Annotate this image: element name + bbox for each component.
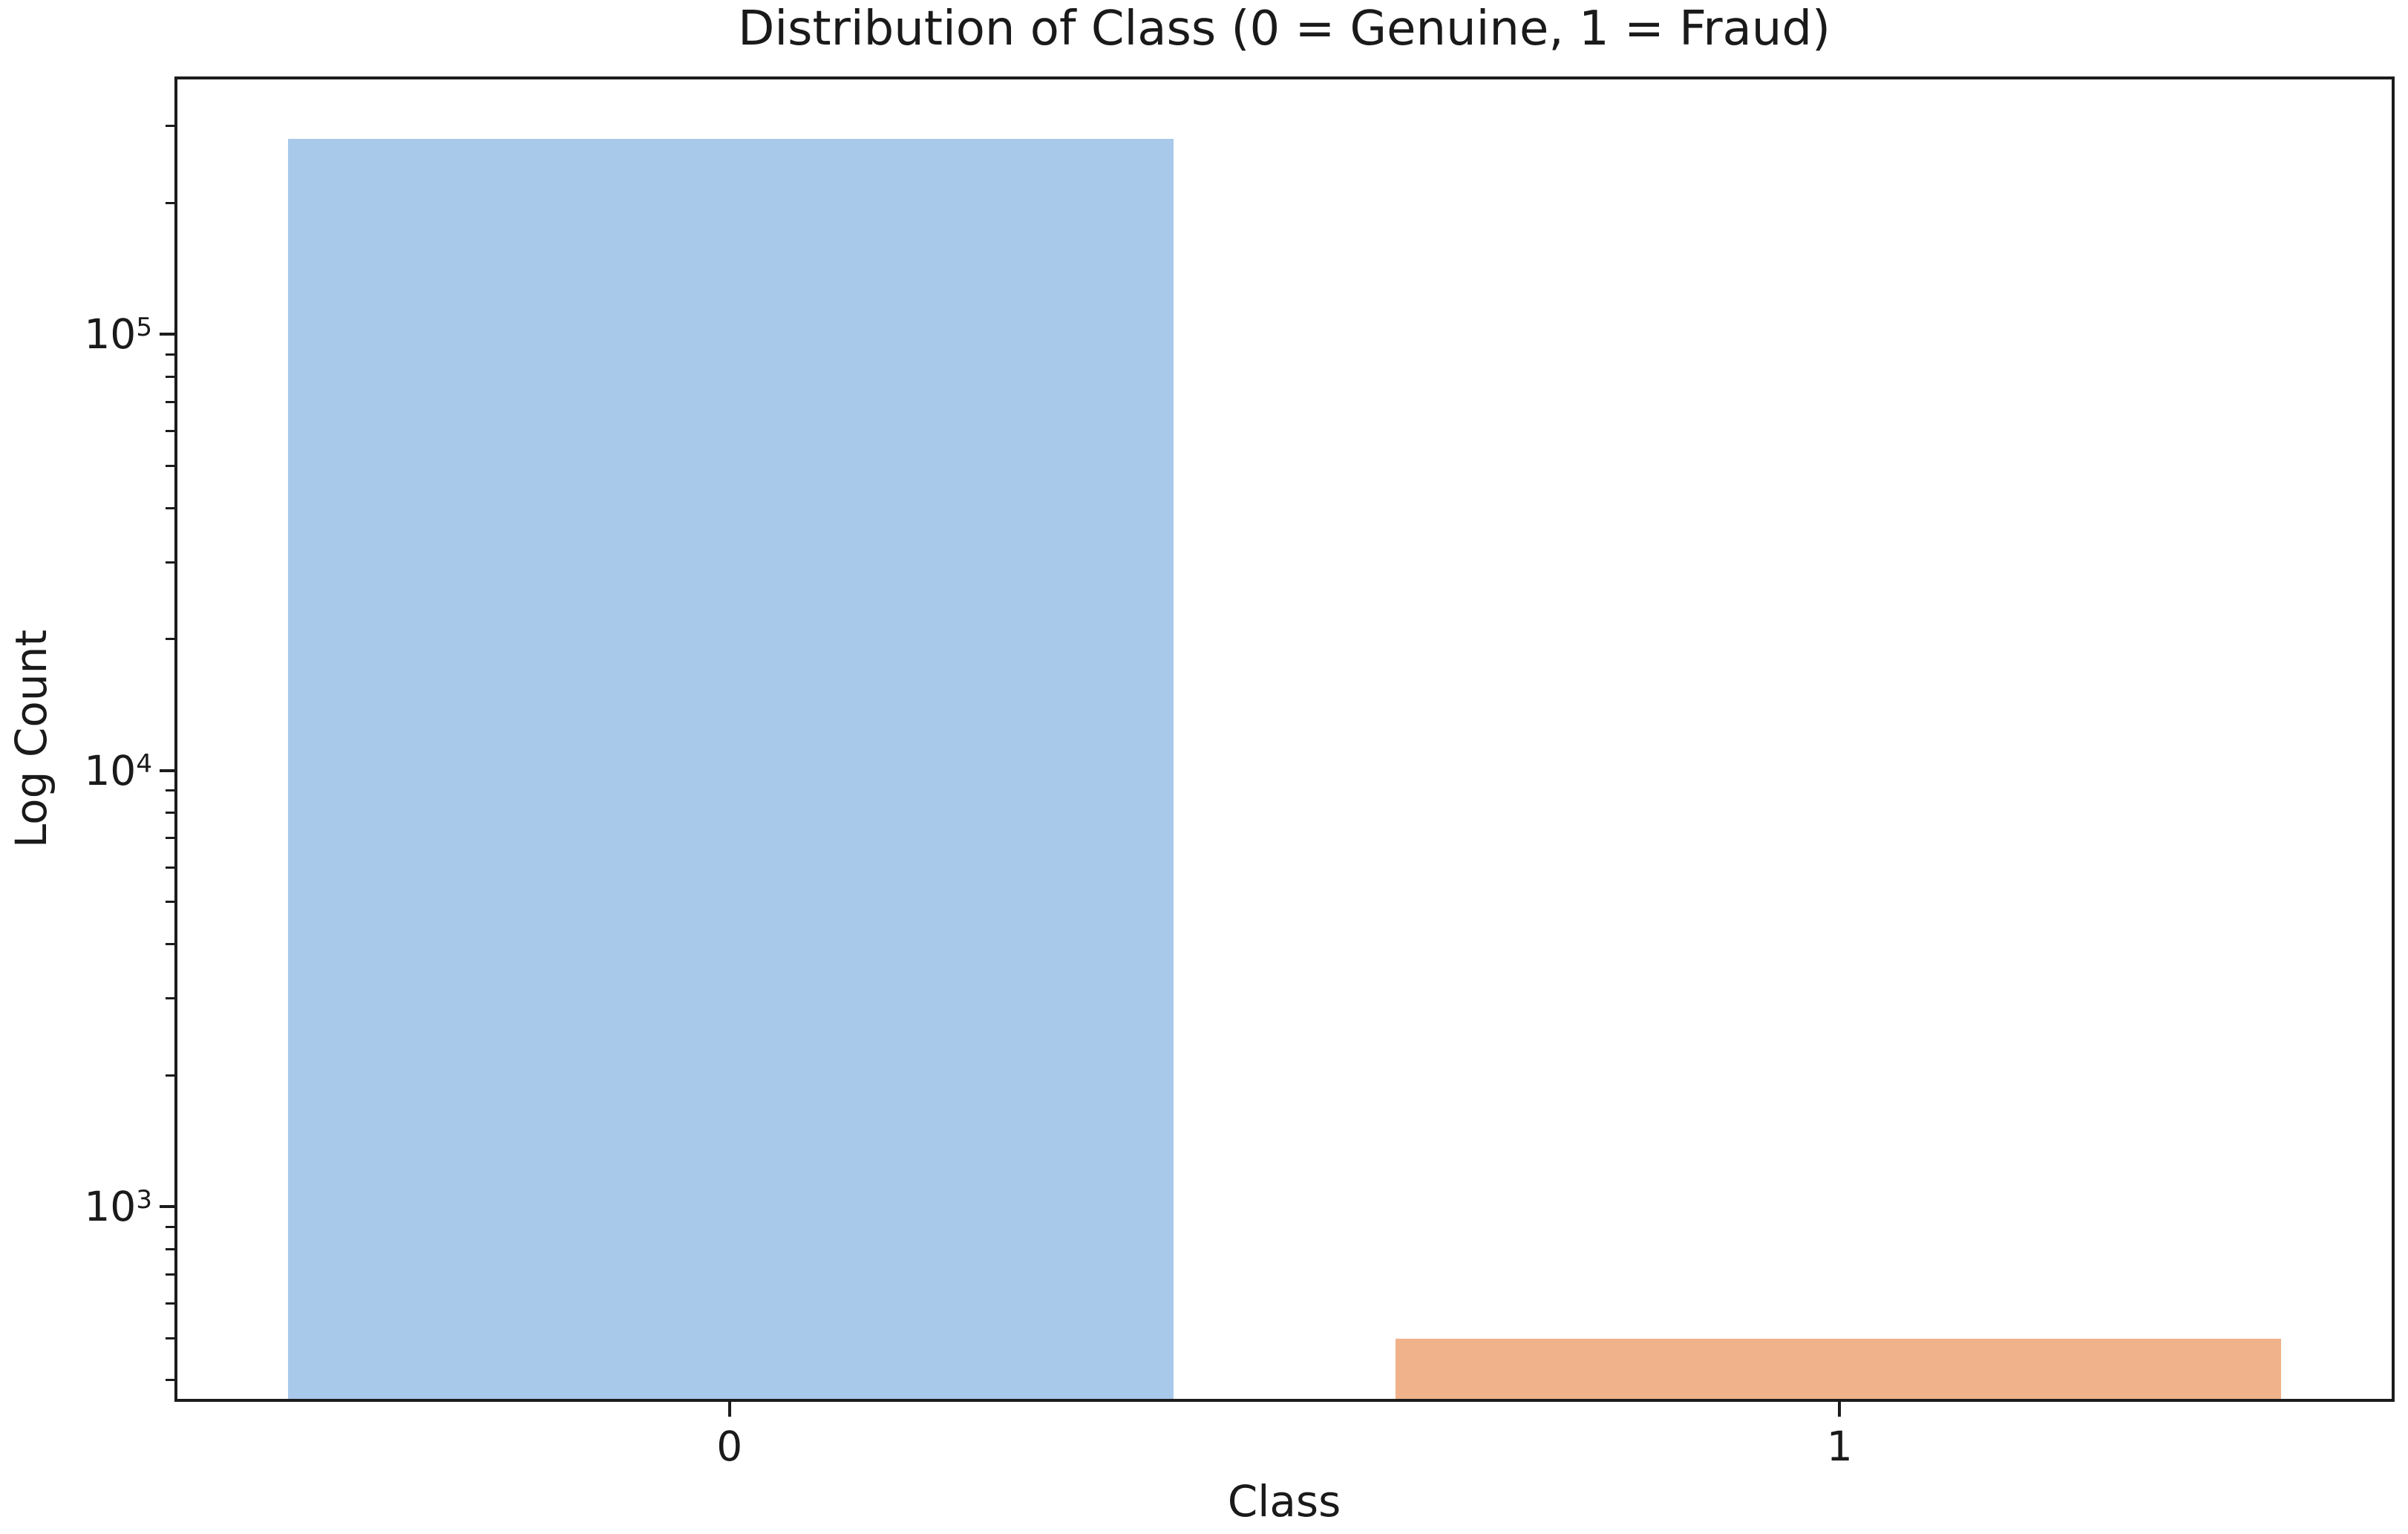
- y-axis-minor-tick: [166, 1225, 174, 1228]
- y-axis-minor-tick: [166, 901, 174, 904]
- y-axis-minor-tick: [166, 1247, 174, 1250]
- y-axis-minor-tick: [166, 789, 174, 792]
- y-axis-minor-tick: [166, 1336, 174, 1339]
- y-axis-minor-tick: [166, 353, 174, 356]
- y-axis-minor-tick: [166, 812, 174, 815]
- y-tick-label-10e5: 105: [84, 310, 152, 359]
- x-tick-label-1: 1: [1826, 1423, 1853, 1470]
- y-axis-minor-tick: [166, 1273, 174, 1276]
- bar-class-0: [288, 139, 1174, 1399]
- y-axis-minor-tick: [166, 375, 174, 378]
- y-axis-minor-tick: [166, 561, 174, 564]
- y-tick-label-10e3: 103: [84, 1183, 152, 1231]
- bar-class-1: [1395, 1339, 2281, 1399]
- y-axis-minor-tick: [166, 506, 174, 509]
- plot-area: [174, 76, 2395, 1402]
- x-axis-tick: [727, 1402, 731, 1417]
- y-axis-minor-tick: [166, 400, 174, 403]
- bars-container: [177, 79, 2392, 1399]
- y-axis-minor-tick: [166, 1302, 174, 1305]
- y-axis-minor-tick: [166, 1074, 174, 1077]
- y-axis-minor-tick: [166, 997, 174, 1000]
- chart-title: Distribution of Class (0 = Genuine, 1 = …: [738, 1, 1830, 56]
- y-axis-minor-tick: [166, 125, 174, 128]
- y-axis-minor-tick: [166, 430, 174, 433]
- y-axis-minor-tick: [166, 1379, 174, 1382]
- y-tick-label-10e4: 104: [84, 746, 152, 794]
- y-axis-major-tick: [160, 333, 174, 336]
- x-tick-label-0: 0: [716, 1423, 743, 1470]
- x-axis-tick: [1838, 1402, 1842, 1417]
- y-axis-major-tick: [160, 1205, 174, 1209]
- y-axis-minor-tick: [166, 464, 174, 467]
- y-axis-minor-tick: [166, 638, 174, 641]
- y-axis-minor-tick: [166, 837, 174, 840]
- y-axis-minor-tick: [166, 943, 174, 945]
- y-axis-label: Log Count: [6, 629, 56, 849]
- y-axis-major-tick: [160, 768, 174, 772]
- y-axis-minor-tick: [166, 866, 174, 869]
- x-axis-label: Class: [1227, 1476, 1341, 1527]
- y-axis-minor-tick: [166, 201, 174, 204]
